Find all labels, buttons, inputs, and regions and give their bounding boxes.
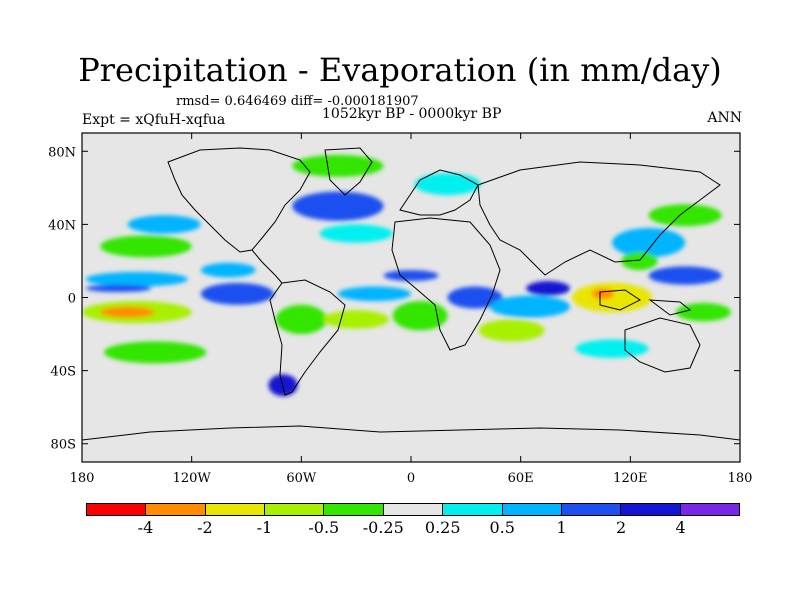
colorbar-swatch: [383, 504, 444, 515]
colorbar-swatch: [561, 504, 622, 515]
field-blob: [526, 281, 571, 296]
colorbar-swatch: [621, 504, 681, 515]
colorbar-label: 4: [675, 518, 686, 537]
colorbar-label: 0.25: [424, 518, 461, 537]
field-blob: [200, 282, 274, 305]
colorbar-swatch: [87, 504, 147, 515]
field-blob: [292, 154, 384, 177]
y-tick-label: 40S: [51, 365, 76, 380]
colorbar-label: -0.25: [362, 518, 404, 537]
x-tick-label: 120E: [613, 471, 647, 486]
x-tick-label: 60W: [286, 471, 317, 486]
field-blob: [319, 224, 393, 243]
colorbar-labels: -4 -2 -1 -0.5 -0.25 0.25 0.5 1 2 4: [86, 518, 740, 542]
season-label: ANN: [707, 110, 742, 126]
coast-antarctica: [82, 425, 740, 441]
colorbar-label: 1: [556, 518, 567, 537]
field-blob: [85, 284, 152, 293]
stats-line: rmsd= 0.646469 diff= -0.000181907: [176, 94, 419, 109]
x-tick-label: 120W: [173, 471, 212, 486]
coast-greenland: [324, 147, 373, 196]
field-blob: [621, 251, 658, 271]
colorbar-label: -2: [197, 518, 213, 537]
field-blob: [275, 304, 327, 335]
colorbar-label: 2: [615, 518, 627, 537]
coast-north-america: [167, 147, 311, 253]
field-blob: [292, 191, 384, 221]
coast-central-america: [251, 249, 283, 284]
colorbar-swatch: [443, 504, 503, 515]
field-blob: [676, 302, 731, 322]
field-blob: [648, 204, 722, 227]
coast-indonesia: [599, 289, 641, 311]
x-tick-label: 60E: [508, 471, 534, 486]
field-blob: [85, 271, 189, 287]
field-blob: [489, 295, 571, 318]
colorbar-label: -0.5: [308, 518, 340, 537]
y-tick-label: 40N: [48, 218, 76, 233]
field-blob: [200, 262, 256, 278]
colorbar-swatch: [502, 504, 562, 515]
field-blob: [383, 270, 439, 282]
field-blob: [337, 286, 412, 302]
field-blob: [414, 173, 481, 196]
colorbar-label: -4: [137, 518, 154, 537]
field-blob: [648, 266, 722, 285]
field-blob: [103, 341, 207, 364]
colorbar-swatch: [146, 504, 206, 515]
y-tick-label: 80N: [48, 145, 76, 160]
x-tick-label: 180: [728, 471, 753, 486]
coast-new-guinea: [648, 299, 692, 316]
colorbar: [86, 503, 740, 516]
field-blob: [571, 282, 653, 313]
x-tick-label: 180: [70, 471, 95, 486]
field-blob: [100, 235, 192, 258]
y-tick-label: 80S: [51, 438, 76, 453]
coastlines: [82, 147, 740, 441]
coast-australia: [624, 317, 701, 373]
coast-asia: [477, 161, 721, 276]
field-blob: [575, 339, 649, 358]
page-title: Precipitation - Evaporation (in mm/day): [78, 51, 722, 89]
coast-africa: [391, 217, 501, 351]
field-blob: [323, 310, 390, 329]
colorbar-swatch: [324, 504, 384, 515]
axis-ticks: 180 120W 60W 0 60E 120E 180 80N 40N 0 40S 80S: [48, 133, 752, 486]
field-blob: [612, 228, 686, 258]
period-line: 1052kyr BP - 0000kyr BP: [322, 106, 502, 122]
field-blob: [478, 319, 545, 342]
colorbar-label: -1: [256, 518, 273, 537]
field-blob: [392, 301, 448, 331]
coast-south-america: [269, 279, 346, 396]
field-blob: [100, 306, 156, 318]
experiment-label: Expt = xQfuH-xqfua: [82, 112, 226, 128]
y-tick-label: 0: [68, 292, 76, 307]
colorbar-swatch: [205, 504, 266, 515]
field-blob: [591, 288, 614, 300]
colorbar-swatch: [265, 504, 325, 515]
colorbar-label: 0.5: [489, 518, 515, 537]
x-tick-label: 0: [407, 471, 415, 486]
field-blob: [127, 215, 201, 234]
colorbar-swatch: [680, 504, 739, 515]
